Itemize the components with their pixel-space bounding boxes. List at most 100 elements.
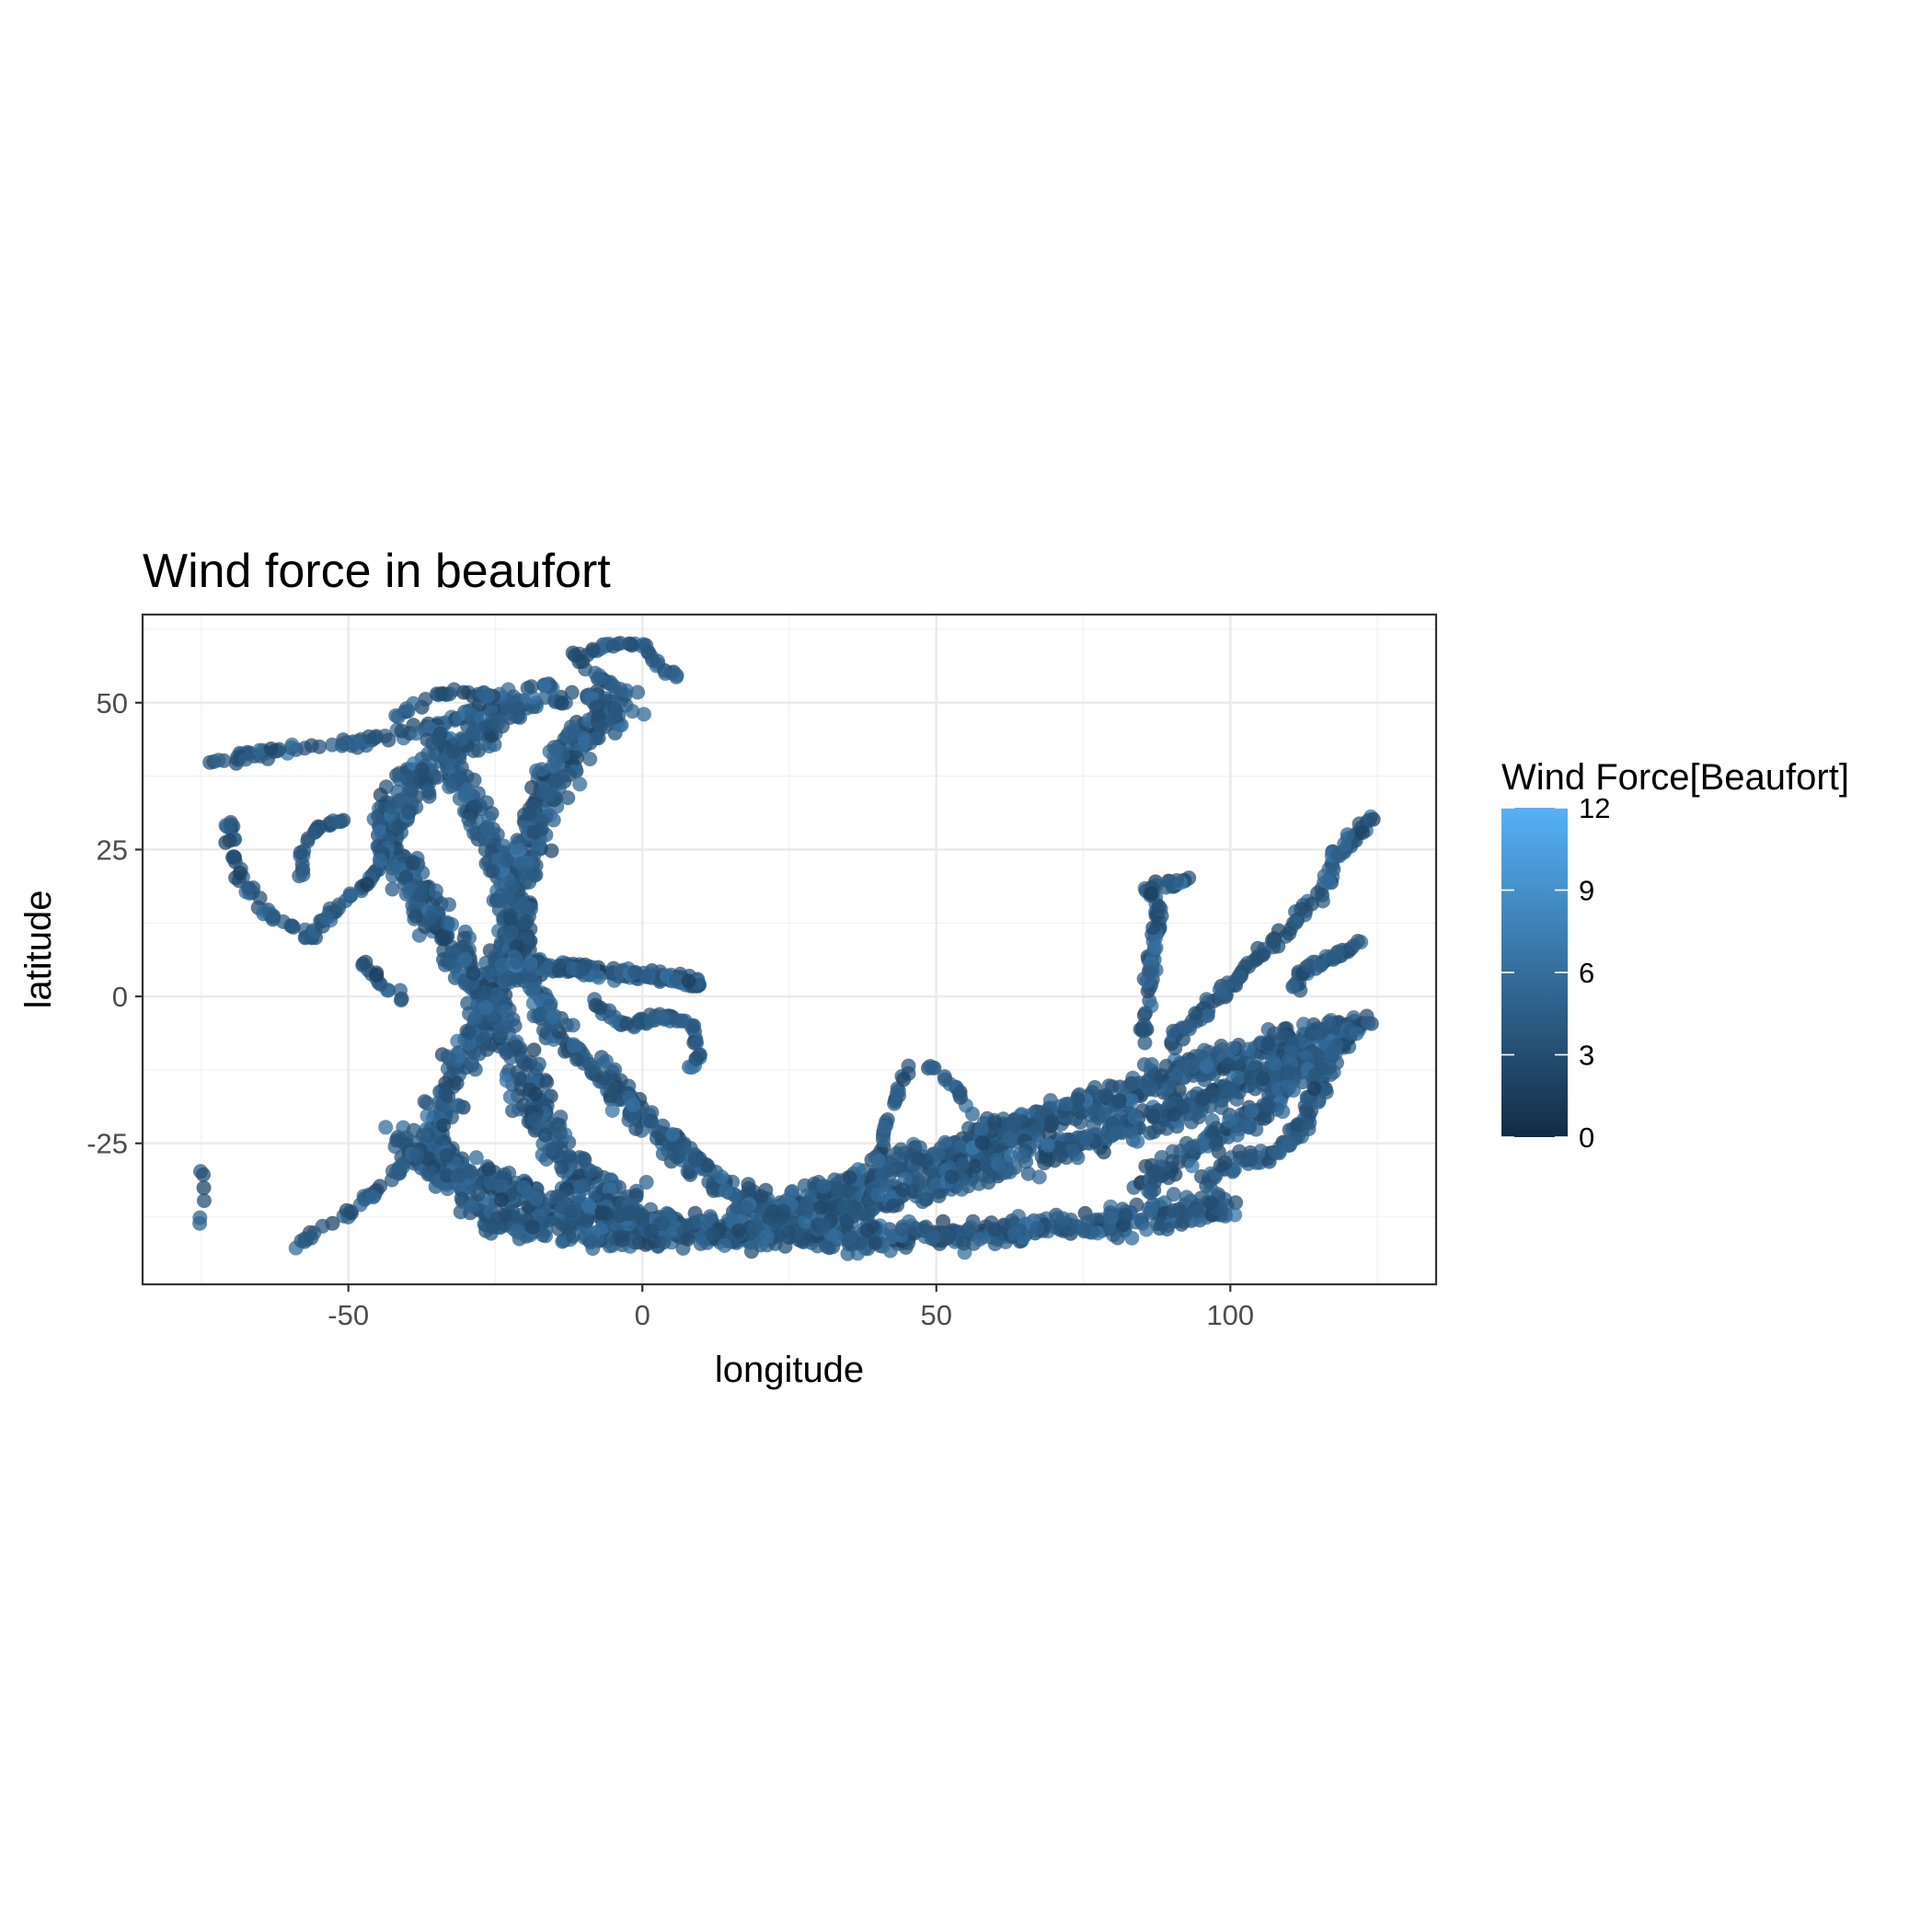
- data-point: [1103, 1210, 1119, 1225]
- data-point: [1256, 1071, 1271, 1087]
- data-point: [1084, 1225, 1099, 1240]
- data-point: [589, 730, 604, 746]
- data-point: [442, 779, 457, 795]
- data-point: [938, 1227, 954, 1243]
- data-point: [1199, 1059, 1214, 1074]
- data-point: [468, 1150, 484, 1166]
- data-point: [1285, 1083, 1301, 1098]
- data-point: [548, 742, 564, 757]
- data-point: [428, 883, 443, 899]
- data-point: [870, 1187, 886, 1202]
- data-point: [1053, 1148, 1069, 1163]
- data-point: [842, 1169, 857, 1185]
- data-point: [454, 760, 469, 776]
- data-point: [413, 887, 428, 903]
- data-point: [252, 742, 268, 758]
- data-point: [442, 1052, 457, 1067]
- data-point: [1041, 1137, 1055, 1153]
- data-point: [1145, 1108, 1161, 1123]
- data-point: [582, 1201, 598, 1216]
- data-point: [1321, 874, 1336, 890]
- data-point: [196, 1193, 212, 1209]
- data-point: [1141, 1183, 1156, 1199]
- data-point: [457, 952, 473, 967]
- data-point: [331, 814, 346, 830]
- data-point: [581, 688, 596, 704]
- data-point: [439, 929, 454, 945]
- data-point: [612, 1228, 627, 1244]
- data-point: [394, 991, 409, 1006]
- data-point: [339, 1202, 354, 1218]
- data-point: [1237, 1153, 1253, 1168]
- data-point: [531, 1056, 546, 1072]
- data-point: [813, 1200, 829, 1215]
- data-point: [1166, 1202, 1181, 1218]
- data-point: [1143, 1202, 1158, 1218]
- data-point: [572, 776, 588, 792]
- data-point: [476, 685, 491, 701]
- data-point: [528, 867, 544, 882]
- data-point: [541, 788, 557, 803]
- data-point: [1176, 1070, 1191, 1086]
- data-point: [829, 1181, 845, 1196]
- data-point: [579, 1213, 594, 1228]
- x-tick-label: -50: [328, 1299, 369, 1331]
- data-point: [638, 1175, 654, 1190]
- data-point: [759, 1229, 775, 1245]
- data-point: [505, 1012, 521, 1027]
- data-point: [1285, 979, 1301, 995]
- data-point: [1355, 825, 1371, 840]
- data-point: [554, 1159, 569, 1175]
- data-point: [444, 916, 459, 932]
- data-point: [493, 1023, 509, 1039]
- data-point: [650, 1131, 664, 1146]
- data-point: [1267, 1056, 1282, 1072]
- data-point: [671, 1148, 686, 1164]
- data-point: [1228, 1195, 1244, 1211]
- y-tick-label: 25: [97, 834, 128, 866]
- data-point: [1195, 1088, 1211, 1104]
- data-point: [528, 1191, 544, 1207]
- data-point: [1158, 880, 1174, 895]
- data-point: [885, 1198, 901, 1213]
- data-point: [293, 845, 308, 860]
- data-point: [1042, 1093, 1058, 1109]
- data-point: [1071, 1103, 1087, 1119]
- data-point: [1005, 1117, 1020, 1133]
- data-point: [451, 1098, 466, 1114]
- data-point: [553, 1125, 568, 1141]
- data-point: [555, 768, 570, 784]
- y-tick-label: -25: [86, 1128, 128, 1160]
- data-point: [894, 1222, 910, 1237]
- data-point: [523, 958, 538, 973]
- data-point: [619, 1016, 635, 1031]
- plot-panel-border: [141, 613, 1438, 1286]
- legend-tick-label: 3: [1579, 1040, 1594, 1072]
- data-point: [1175, 1056, 1190, 1072]
- data-point: [415, 762, 430, 777]
- data-point: [753, 1189, 768, 1204]
- data-point: [539, 1075, 555, 1090]
- data-point: [525, 995, 541, 1011]
- data-point: [1200, 1008, 1215, 1024]
- data-point: [566, 724, 581, 740]
- data-point: [496, 838, 512, 854]
- data-point: [569, 750, 584, 765]
- data-point: [466, 825, 482, 841]
- data-point: [1118, 1207, 1133, 1223]
- data-point: [369, 967, 385, 983]
- data-point: [418, 692, 433, 707]
- data-point: [318, 911, 334, 926]
- data-point: [1148, 940, 1164, 956]
- data-point: [765, 1203, 781, 1219]
- data-point: [1257, 1110, 1272, 1126]
- data-point: [877, 1120, 892, 1135]
- data-point: [1248, 1059, 1263, 1075]
- data-point: [401, 805, 417, 820]
- data-point: [860, 1209, 876, 1225]
- grid-lines: [143, 615, 1436, 1284]
- data-point: [1310, 885, 1326, 901]
- data-point: [481, 965, 497, 981]
- data-point: [951, 1087, 967, 1102]
- data-point: [607, 707, 623, 722]
